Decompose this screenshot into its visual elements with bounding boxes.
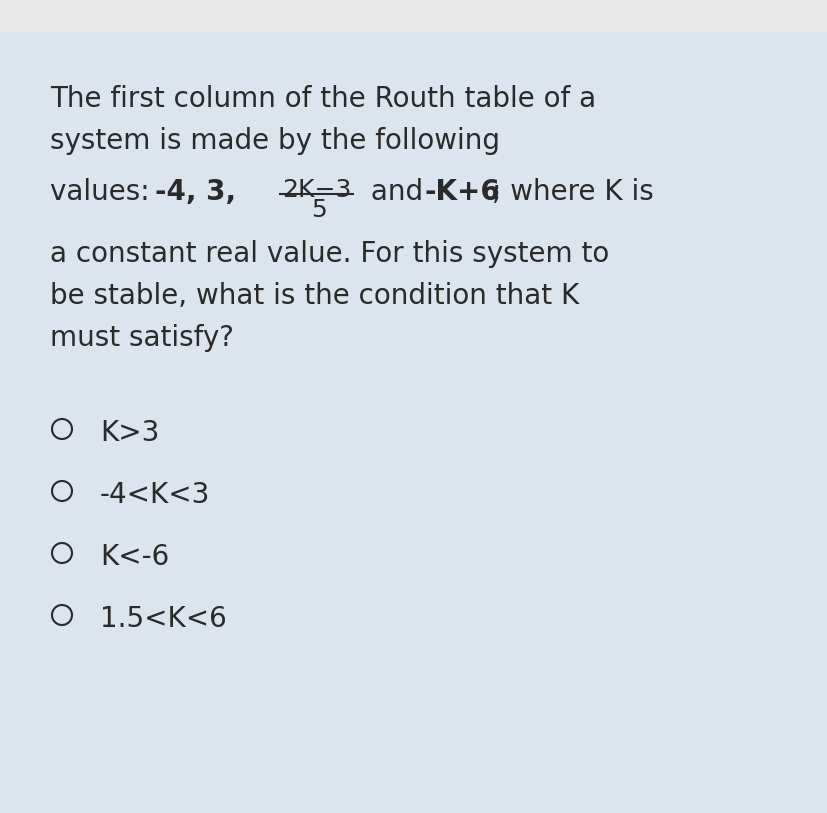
Text: -4<K<3: -4<K<3: [100, 481, 210, 509]
Text: 1.5<K<6: 1.5<K<6: [100, 605, 227, 633]
Text: system is made by the following: system is made by the following: [50, 127, 500, 155]
Text: K<-6: K<-6: [100, 543, 169, 571]
Text: must satisfy?: must satisfy?: [50, 324, 234, 352]
Text: -K+6: -K+6: [424, 178, 500, 206]
Text: The first column of the Routh table of a: The first column of the Routh table of a: [50, 85, 595, 113]
Text: -4, 3,: -4, 3,: [155, 178, 236, 206]
Text: a constant real value. For this system to: a constant real value. For this system t…: [50, 240, 609, 268]
Text: ; where K is: ; where K is: [491, 178, 653, 206]
Text: and: and: [361, 178, 432, 206]
Text: be stable, what is the condition that K: be stable, what is the condition that K: [50, 282, 579, 310]
Bar: [0, 0, 827, 32]
Text: 5: 5: [311, 198, 327, 222]
Text: K>3: K>3: [100, 419, 159, 447]
Text: values:: values:: [50, 178, 158, 206]
Text: 2K−3: 2K−3: [282, 178, 351, 202]
